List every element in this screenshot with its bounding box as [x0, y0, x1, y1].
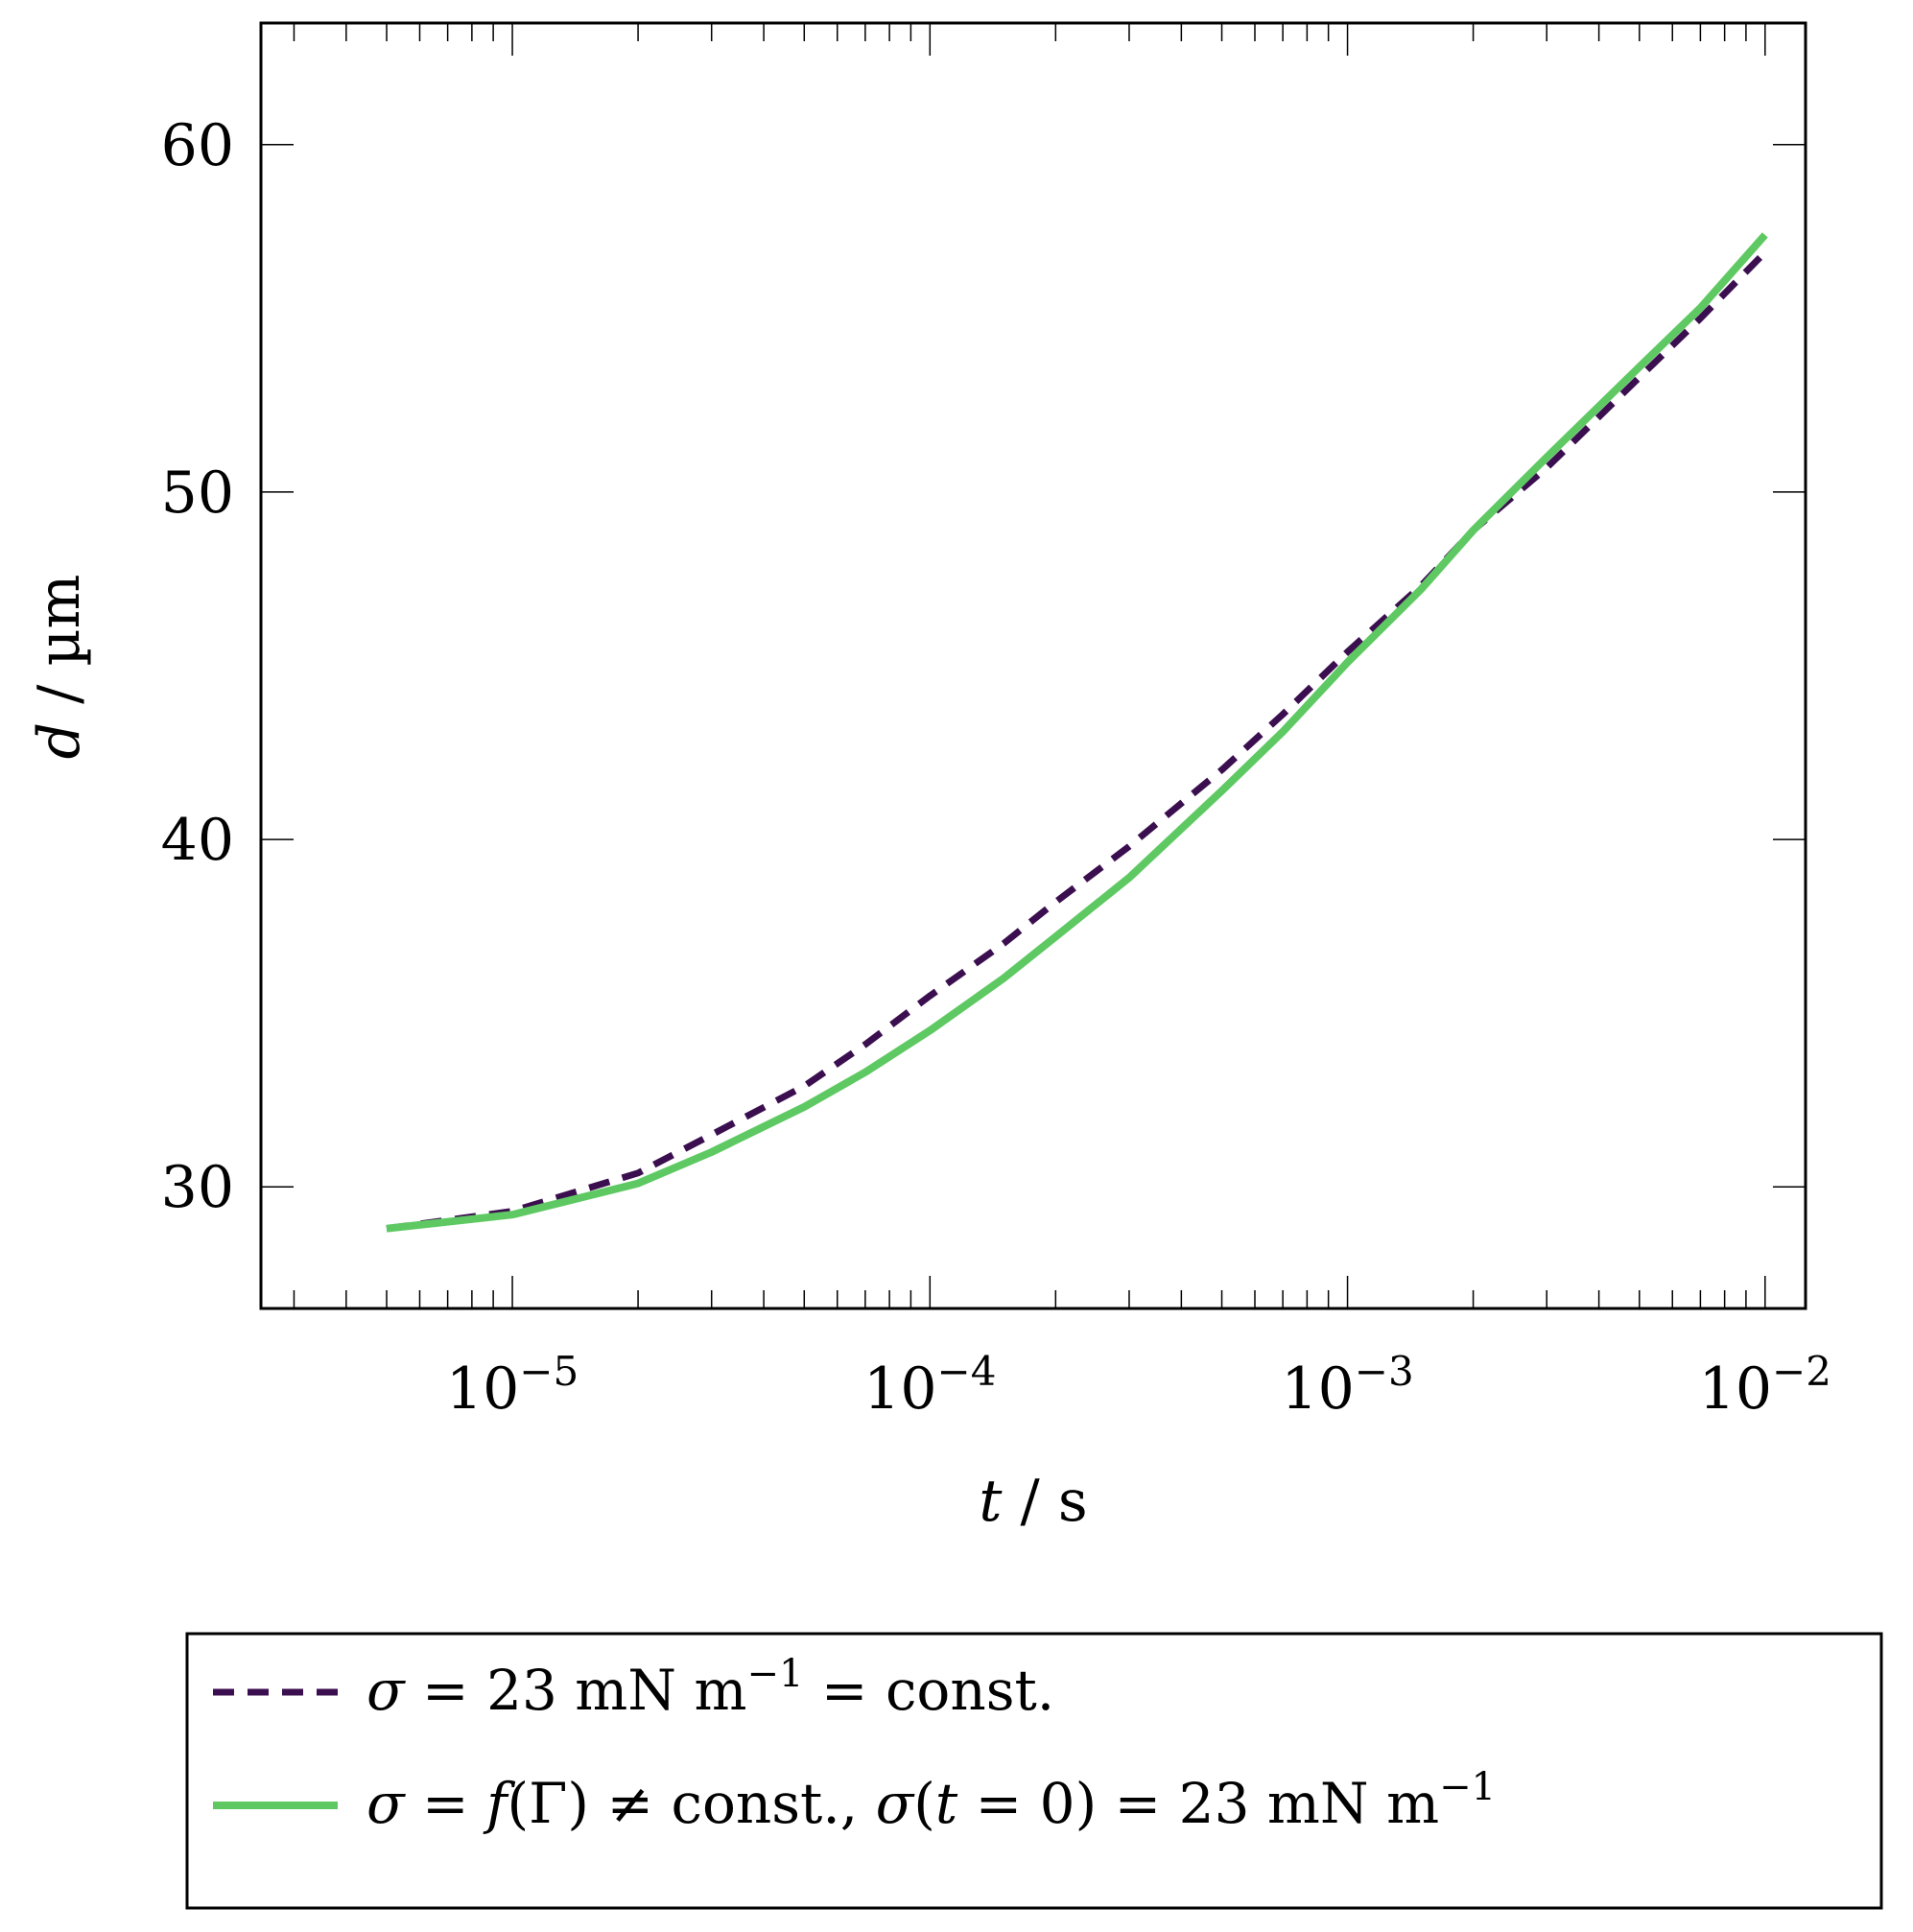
y-tick-label: 40	[161, 807, 234, 874]
x-axis-title: t / s	[979, 1468, 1087, 1535]
legend-frame	[185, 1632, 1883, 1910]
y-tick-label: 30	[161, 1154, 234, 1221]
y-tick-label: 60	[161, 112, 234, 179]
series-line-1	[386, 249, 1768, 1233]
x-tick-label: 10−4	[863, 1348, 996, 1423]
legend-label-1: σ = 23 mN m−1 = const.	[366, 1652, 1054, 1723]
tick-marks	[261, 23, 1806, 1308]
y-axis-unit: / µm	[26, 575, 93, 722]
x-axis-unit: / s	[1002, 1468, 1087, 1535]
y-tick-label: 50	[161, 459, 234, 527]
legend-items: σ = 23 mN m−1 = const. σ = f(Γ) ≠ const.,…	[213, 1652, 1496, 1836]
x-tick-label: 10−2	[1699, 1348, 1831, 1423]
x-axis-var: t	[979, 1468, 1003, 1535]
y-tick-labels: 30 40 50 60	[161, 112, 234, 1221]
y-axis-var: d	[26, 722, 93, 759]
series-line-2	[386, 232, 1768, 1233]
x-tick-labels: 10−5 10−4 10−3 10−2	[446, 1348, 1831, 1423]
series-lines	[386, 232, 1768, 1233]
plot-frame	[259, 21, 1807, 1310]
x-tick-label: 10−5	[446, 1348, 579, 1423]
legend-label-2: σ = f(Γ) ≠ const., σ(t = 0) = 23 mN m−1	[366, 1765, 1496, 1836]
y-axis-title: d / µm	[26, 575, 93, 760]
x-tick-label: 10−3	[1281, 1348, 1413, 1423]
legend: σ = 23 mN m−1 = const. σ = f(Γ) ≠ const.,…	[185, 1632, 1883, 1910]
